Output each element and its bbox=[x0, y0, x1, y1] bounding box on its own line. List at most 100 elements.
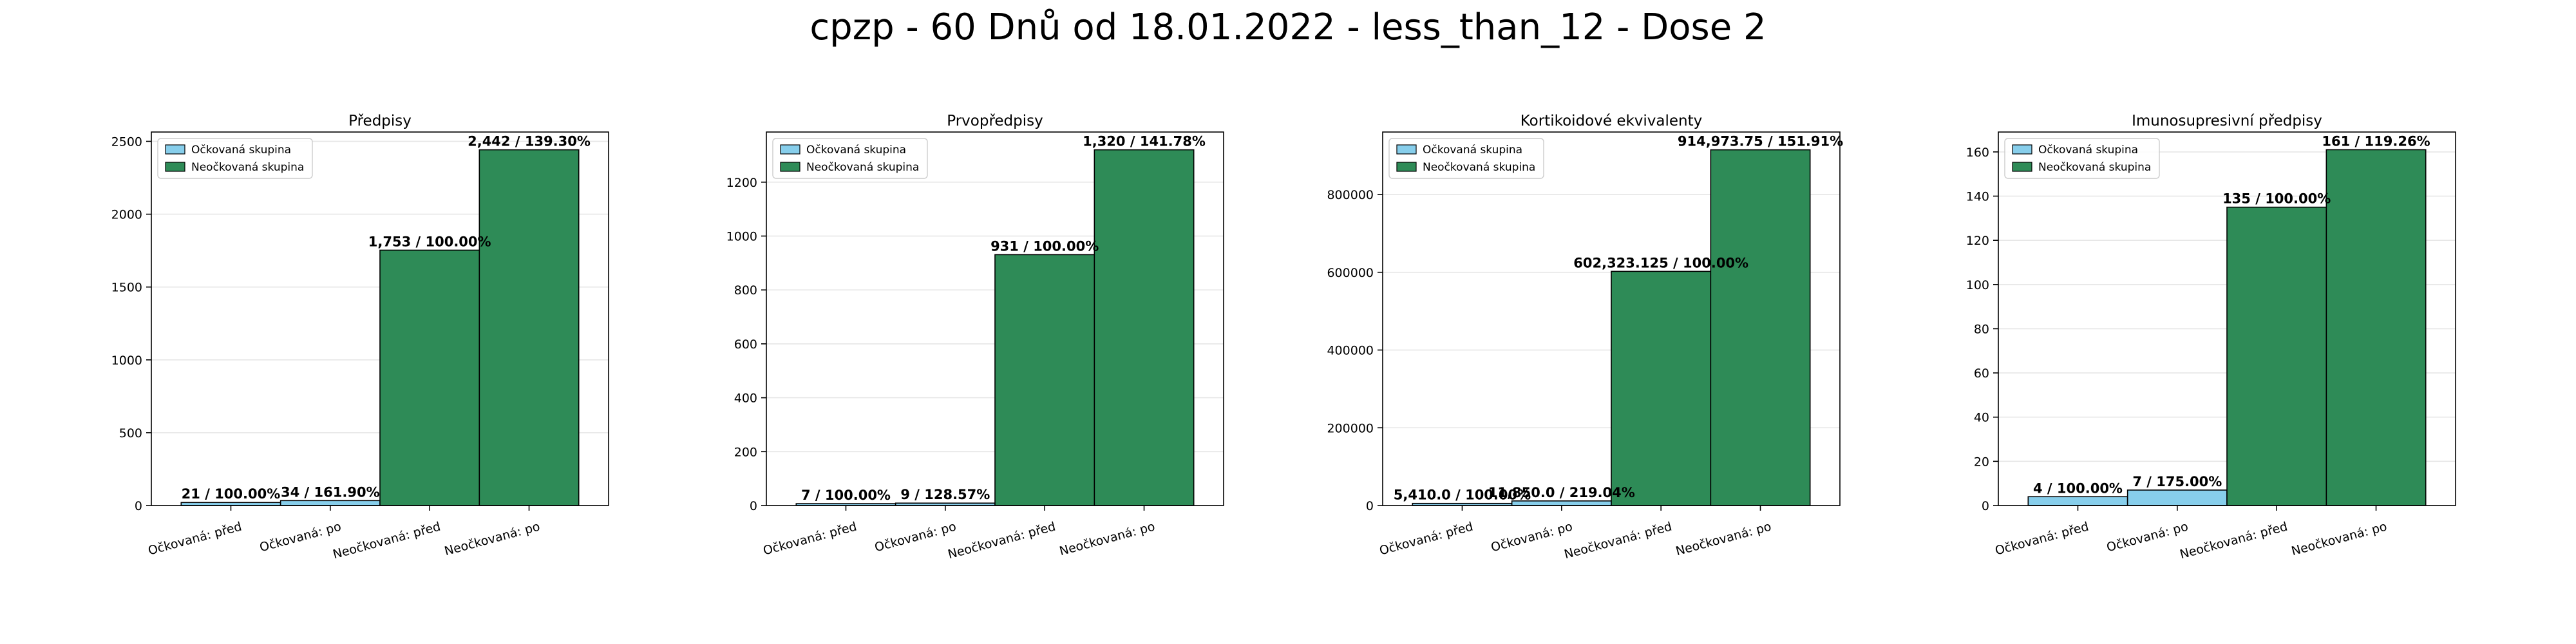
axes-frame bbox=[151, 131, 609, 506]
bar-4 bbox=[1094, 149, 1195, 506]
bar-value-label: 34 / 161.90% bbox=[281, 484, 380, 500]
y-tick-label: 140 bbox=[1966, 190, 1989, 204]
bar-value-label: 4 / 100.00% bbox=[2033, 480, 2123, 496]
legend-unvaccinated-label: Neočkovaná skupina bbox=[191, 161, 304, 174]
x-tick-label: Neočkovaná: po bbox=[443, 520, 542, 559]
legend-unvaccinated-swatch bbox=[2012, 162, 2032, 172]
legend-vaccinated-label: Očkovaná skupina bbox=[806, 144, 906, 156]
y-tick-label: 400 bbox=[734, 392, 757, 406]
y-tick-label: 40 bbox=[1974, 411, 1989, 425]
x-tick-label: Očkovaná: před bbox=[762, 520, 858, 558]
legend-vaccinated-label: Očkovaná skupina bbox=[1423, 144, 1522, 156]
y-tick-label: 2000 bbox=[111, 208, 142, 222]
legend-unvaccinated-label: Neočkovaná skupina bbox=[2038, 161, 2151, 174]
y-tick-label: 2500 bbox=[111, 135, 142, 149]
legend-unvaccinated-label: Neočkovaná skupina bbox=[806, 161, 919, 174]
x-tick-label: Neočkovaná: po bbox=[1058, 520, 1157, 559]
subplot-4: 4 / 100.00% 7 / 175.00% 135 / 100.00% 161 /… bbox=[1966, 113, 2456, 562]
y-tick-label: 1000 bbox=[111, 354, 142, 368]
bar-value-label: 2,442 / 139.30% bbox=[468, 134, 591, 149]
bar-value-label: 161 / 119.26% bbox=[2322, 133, 2430, 149]
y-tick-label: 0 bbox=[135, 499, 142, 513]
subplot-title: Předpisy bbox=[348, 113, 412, 129]
y-tick-label: 0 bbox=[750, 499, 757, 513]
legend-unvaccinated-swatch bbox=[1396, 162, 1417, 172]
bar-4 bbox=[478, 149, 580, 506]
legend-vaccinated-swatch bbox=[780, 144, 800, 155]
bar-4 bbox=[2325, 149, 2427, 506]
legend-unvaccinated-label: Neočkovaná skupina bbox=[1423, 161, 1535, 174]
x-tick-label: Neočkovaná: po bbox=[2290, 520, 2389, 559]
y-tick-label: 400000 bbox=[1327, 344, 1374, 358]
bar-2 bbox=[279, 500, 381, 506]
bar-3 bbox=[379, 249, 480, 506]
legend-vaccinated-label: Očkovaná skupina bbox=[2038, 144, 2138, 156]
legend-box bbox=[1388, 138, 1544, 179]
y-tick-label: 500 bbox=[119, 426, 142, 440]
legend-vaccinated-swatch bbox=[165, 144, 185, 155]
y-tick-label: 1500 bbox=[111, 281, 142, 295]
x-tick-label: Neočkovaná: po bbox=[1674, 520, 1773, 559]
y-tick-label: 20 bbox=[1974, 455, 1989, 469]
y-tick-label: 160 bbox=[1966, 146, 1989, 160]
x-tick-label: Neočkovaná: před bbox=[1562, 520, 1673, 562]
bar-value-label: 7 / 175.00% bbox=[2132, 474, 2222, 489]
x-tick-label: Neočkovaná: před bbox=[2178, 520, 2289, 562]
subplot-3: 5,410.0 / 100.00%11,850.0 / 219.04% 602,3… bbox=[1327, 113, 1843, 562]
y-tick-label: 800 bbox=[734, 283, 757, 298]
bar-value-label: 931 / 100.00% bbox=[990, 238, 1099, 254]
y-tick-label: 1200 bbox=[726, 176, 757, 190]
y-tick-label: 200000 bbox=[1327, 421, 1374, 435]
y-tick-label: 80 bbox=[1974, 322, 1989, 336]
bar-1 bbox=[2027, 496, 2128, 506]
bar-value-label: 7 / 100.00% bbox=[801, 488, 891, 503]
legend-vaccinated-swatch bbox=[2012, 144, 2032, 155]
axes-frame bbox=[1382, 131, 1841, 506]
bar-3 bbox=[1611, 270, 1712, 506]
bar-3 bbox=[2226, 206, 2327, 506]
legend-box bbox=[2004, 138, 2160, 179]
subplot-2: 7 / 100.00% 9 / 128.57% 931 / 100.00% 1,320… bbox=[726, 113, 1224, 562]
bar-value-label: 5,410.0 / 100.00% bbox=[1394, 488, 1531, 503]
y-tick-label: 100 bbox=[1966, 278, 1989, 292]
x-tick-label: Neočkovaná: před bbox=[331, 520, 442, 562]
bar-2 bbox=[2126, 489, 2228, 506]
axes-frame bbox=[766, 131, 1224, 506]
bar-value-label: 914,973.75 / 151.91% bbox=[1678, 134, 1843, 149]
x-tick-label: Očkovaná: po bbox=[873, 520, 958, 555]
legend-unvaccinated-swatch bbox=[165, 162, 185, 172]
subplot-title: Kortikoidové ekvivalenty bbox=[1520, 113, 1703, 129]
axes-frame bbox=[1998, 131, 2456, 506]
x-tick-label: Neočkovaná: před bbox=[946, 520, 1057, 562]
bar-value-label: 9 / 128.57% bbox=[900, 487, 990, 502]
y-tick-label: 200 bbox=[734, 445, 757, 459]
subplot-title: Prvopředpisy bbox=[947, 113, 1043, 129]
bar-value-label: 602,323.125 / 100.00% bbox=[1573, 255, 1748, 270]
x-tick-label: Očkovaná: po bbox=[1490, 520, 1574, 555]
y-tick-label: 600 bbox=[734, 337, 757, 352]
x-tick-label: Očkovaná: před bbox=[1378, 520, 1475, 558]
legend-vaccinated-swatch bbox=[1396, 144, 1417, 155]
subplot-title: Imunosupresivní předpisy bbox=[2132, 113, 2322, 129]
bar-value-label: 11,850.0 / 219.04% bbox=[1488, 485, 1635, 500]
y-tick-label: 120 bbox=[1966, 234, 1989, 248]
y-tick-label: 1000 bbox=[726, 230, 757, 244]
y-tick-label: 60 bbox=[1974, 366, 1989, 381]
y-tick-label: 0 bbox=[1366, 499, 1374, 513]
figure-title: cpzp - 60 Dnů od 18.01.2022 - less_than_… bbox=[810, 6, 1766, 48]
bar-4 bbox=[1710, 149, 1811, 506]
x-tick-label: Očkovaná: po bbox=[2105, 520, 2190, 555]
x-tick-label: Očkovaná: před bbox=[147, 520, 243, 558]
y-tick-label: 800000 bbox=[1327, 188, 1374, 202]
bar-3 bbox=[994, 254, 1095, 506]
legend-box bbox=[157, 138, 313, 179]
bar-value-label: 1,320 / 141.78% bbox=[1083, 134, 1206, 149]
x-tick-label: Očkovaná: po bbox=[258, 520, 343, 555]
bar-value-label: 135 / 100.00% bbox=[2222, 191, 2331, 207]
y-tick-label: 0 bbox=[1982, 499, 1989, 513]
legend-unvaccinated-swatch bbox=[780, 162, 800, 172]
bar-value-label: 21 / 100.00% bbox=[182, 486, 281, 502]
y-tick-label: 600000 bbox=[1327, 266, 1374, 280]
x-tick-label: Očkovaná: před bbox=[1994, 520, 2090, 558]
